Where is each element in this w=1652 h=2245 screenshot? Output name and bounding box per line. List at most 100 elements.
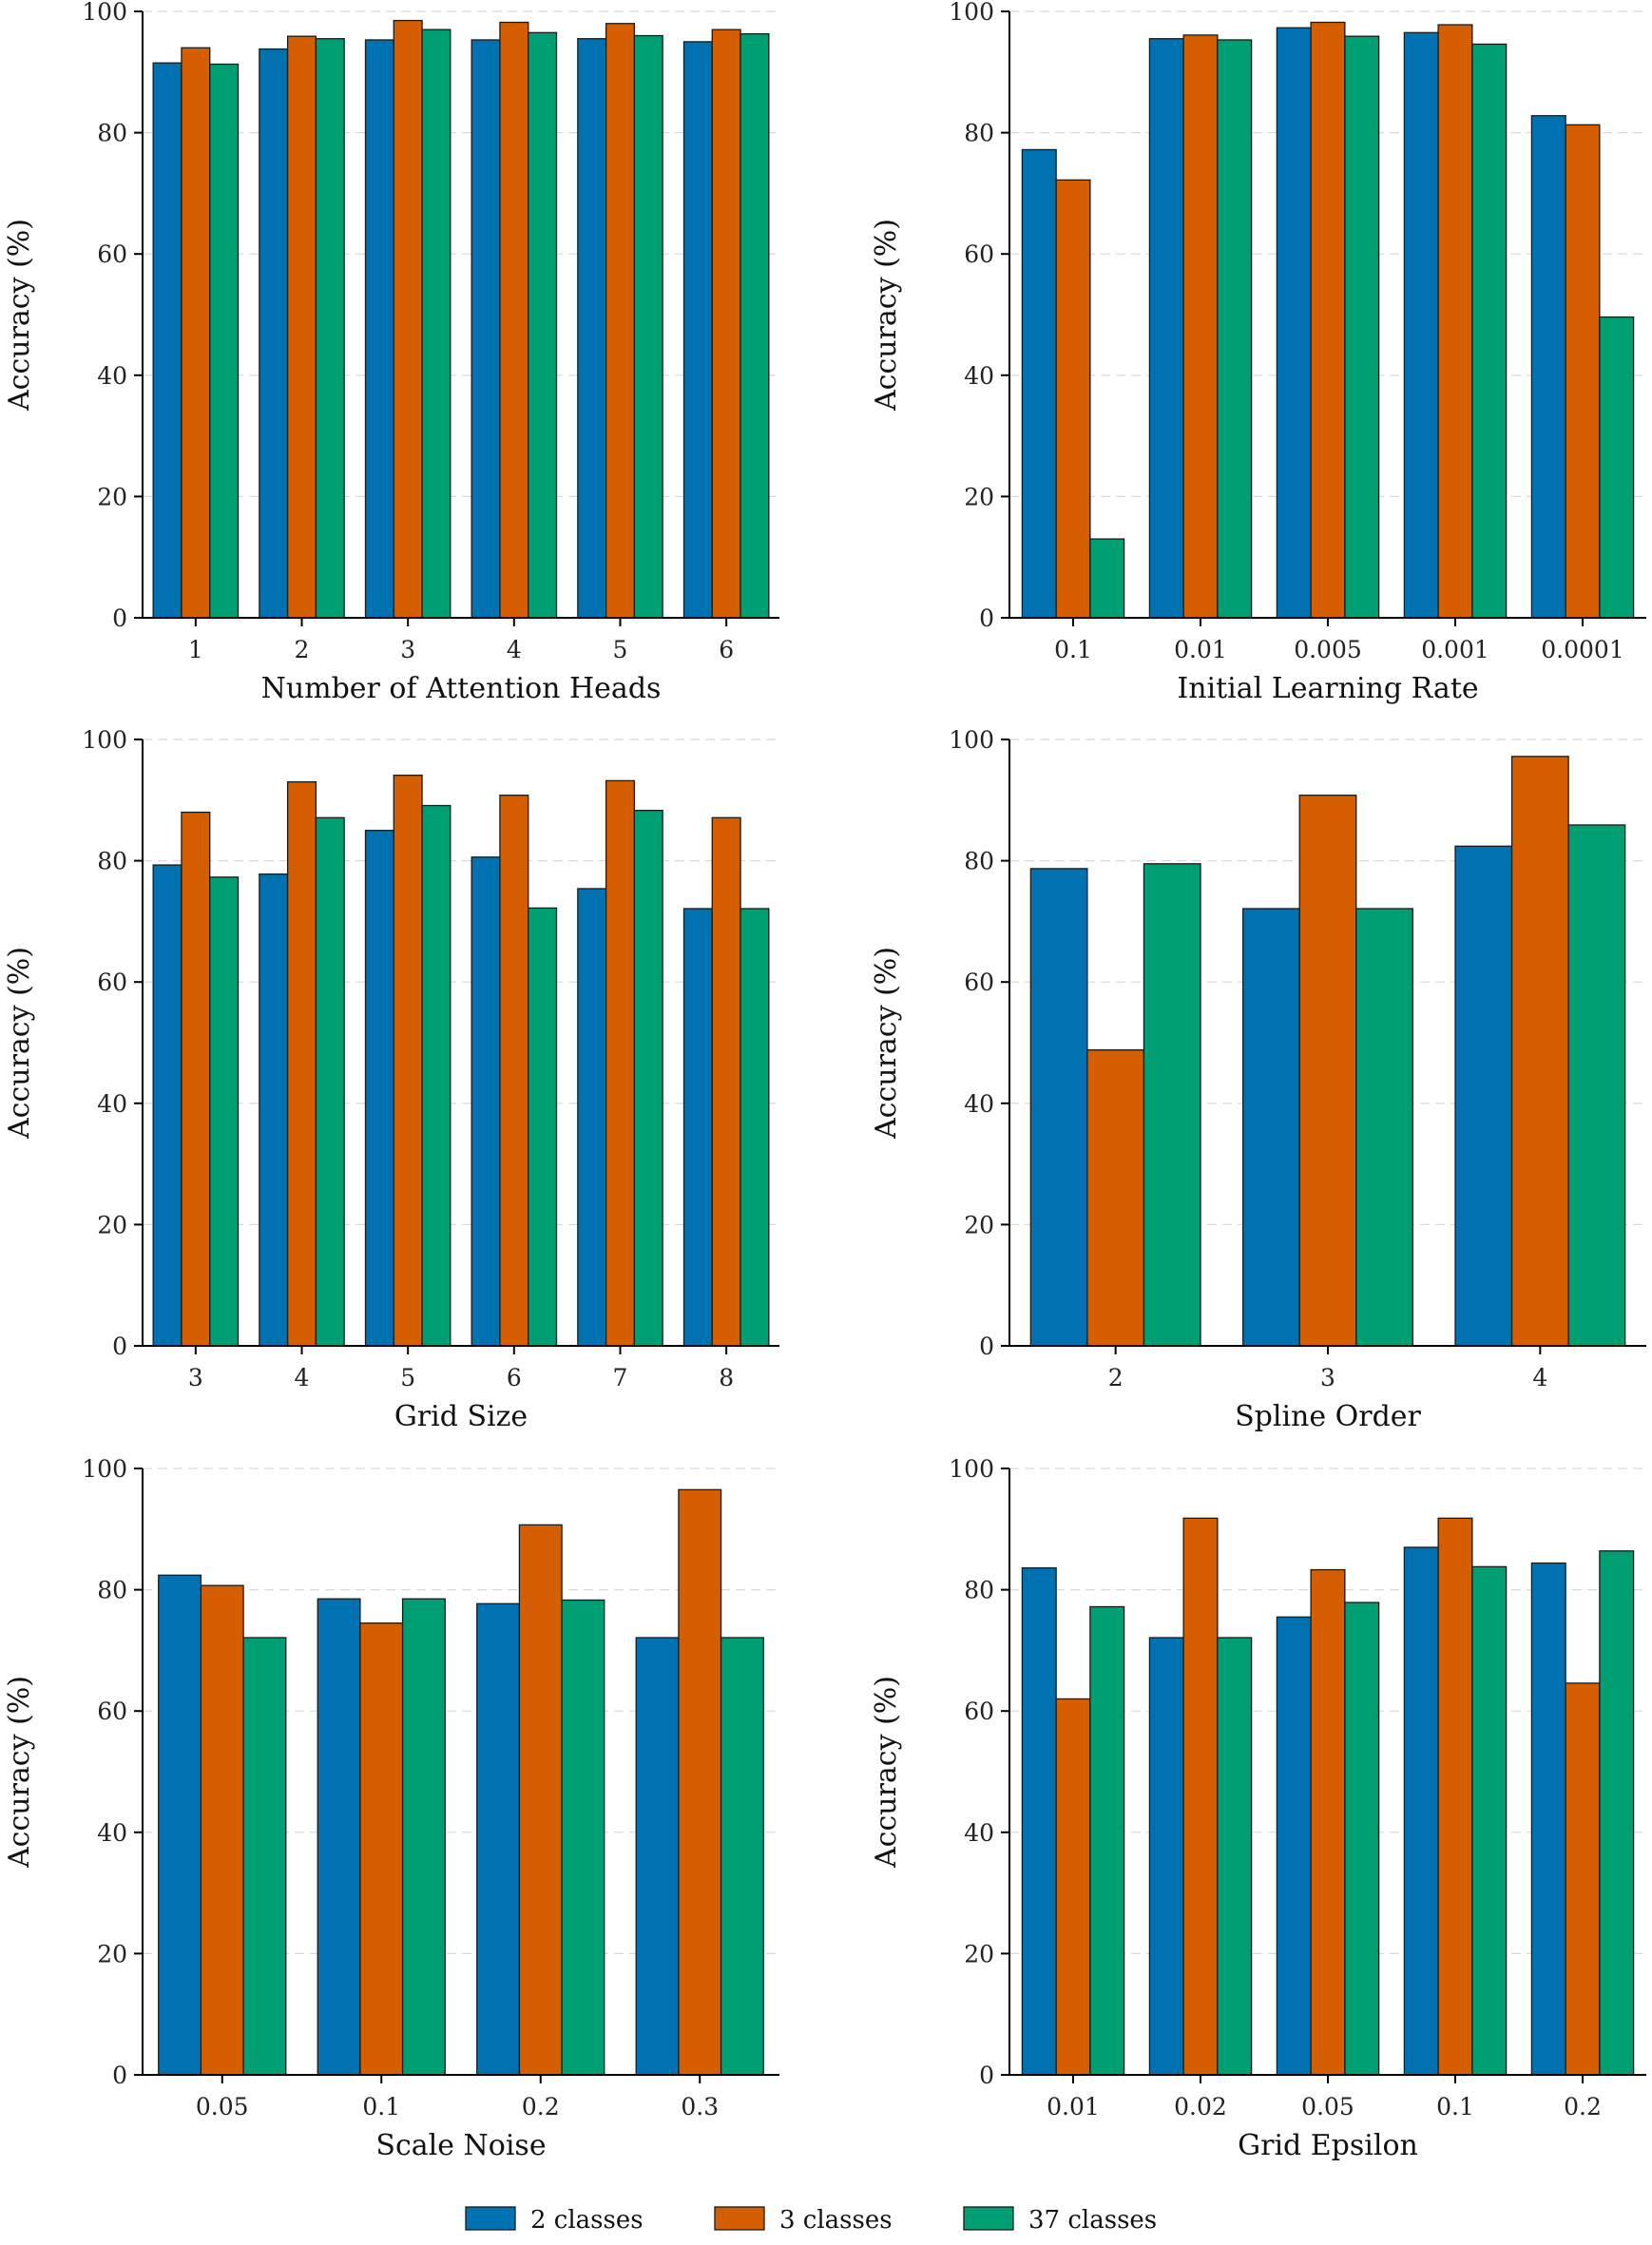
y-tick-label: 60 — [964, 240, 994, 268]
chart-panel-4: 0 20 40 60 80 100 2 3 4 Spline Order Accuracy (%) — [870, 726, 1646, 1433]
y-tick-label: 80 — [97, 1577, 127, 1604]
bar-3-classes-0.001 — [1437, 24, 1473, 619]
x-tick-label: 0.01 — [1047, 2093, 1100, 2120]
bar-2-classes-0.02 — [1148, 1637, 1184, 2076]
x-tick-label: 7 — [613, 1364, 628, 1391]
bar-2-classes-0.0001 — [1530, 115, 1566, 619]
bar-2-classes-0.001 — [1403, 31, 1439, 619]
bar-3-classes-1 — [181, 47, 211, 619]
x-tick-label: 0.001 — [1421, 636, 1489, 663]
bar-3-classes-0.02 — [1182, 1517, 1219, 2076]
legend-label: 3 classes — [779, 2206, 893, 2235]
x-axis-title: Number of Attention Heads — [261, 672, 662, 705]
bar-3-classes-6 — [499, 795, 529, 1347]
y-tick-label: 40 — [964, 1090, 994, 1118]
bar-2-classes-2 — [1029, 868, 1088, 1347]
bar-3-classes-0.2 — [518, 1524, 563, 2076]
y-tick-label: 60 — [964, 1698, 994, 1725]
bar-2-classes-8 — [682, 908, 713, 1347]
legend-item-3-classes: 3 classes — [714, 2206, 893, 2235]
bar-37-classes-4 — [528, 31, 558, 619]
bar-2-classes-4 — [471, 39, 501, 619]
y-tick-label: 20 — [964, 1211, 994, 1238]
bar-3-classes-0.01 — [1182, 34, 1219, 619]
bar-37-classes-0.001 — [1471, 43, 1508, 619]
bar-37-classes-7 — [633, 809, 663, 1347]
y-tick-label: 100 — [949, 726, 994, 754]
y-axis-title: Accuracy (%) — [870, 219, 903, 412]
x-tick-label: 0.05 — [196, 2093, 249, 2120]
chart-panel-2: 0 20 40 60 80 100 0.1 0.01 0.005 0.001 0.0001 Initi… — [870, 0, 1646, 705]
y-tick-label: 40 — [97, 362, 127, 390]
bar-2-classes-0.01 — [1021, 1566, 1057, 2076]
bar-3-classes-3 — [393, 19, 423, 619]
y-tick-label: 20 — [964, 1940, 994, 1967]
y-tick-label: 80 — [964, 1577, 994, 1604]
y-tick-label: 60 — [97, 240, 127, 268]
bar-3-classes-4 — [499, 21, 529, 619]
bar-3-classes-0.2 — [1565, 1682, 1601, 2076]
bar-3-classes-0.05 — [200, 1584, 244, 2076]
bar-37-classes-0.1 — [1089, 538, 1125, 619]
x-tick-label: 0.2 — [522, 2093, 560, 2120]
bar-37-classes-3 — [421, 29, 451, 619]
x-tick-label: 0.1 — [1054, 636, 1092, 663]
bar-37-classes-8 — [740, 908, 770, 1347]
x-axis-title: Spline Order — [1235, 1400, 1421, 1433]
bar-2-classes-0.1 — [1403, 1546, 1439, 2076]
x-tick-label: 5 — [400, 1364, 415, 1391]
x-tick-label: 0.1 — [362, 2093, 400, 2120]
y-tick-label: 80 — [964, 848, 994, 875]
legend-swatch — [963, 2206, 1014, 2231]
y-tick-label: 20 — [964, 483, 994, 510]
bar-2-classes-2 — [259, 48, 289, 619]
legend-label: 37 classes — [1028, 2206, 1157, 2235]
bar-37-classes-0.01 — [1217, 39, 1253, 619]
y-tick-label: 40 — [964, 1819, 994, 1847]
legend-item-2-classes: 2 classes — [465, 2206, 644, 2235]
bar-2-classes-6 — [471, 856, 501, 1347]
bar-2-classes-0.3 — [635, 1637, 680, 2076]
x-tick-label: 5 — [613, 636, 628, 663]
bar-3-classes-6 — [711, 29, 741, 619]
bar-3-classes-2 — [286, 35, 317, 619]
bar-37-classes-2 — [1143, 863, 1201, 1347]
x-tick-label: 3 — [400, 636, 415, 663]
y-tick-label: 0 — [112, 2062, 127, 2089]
bar-37-classes-5 — [633, 34, 663, 619]
bar-2-classes-0.1 — [1021, 148, 1057, 619]
x-tick-label: 1 — [188, 636, 203, 663]
bar-2-classes-0.01 — [1148, 38, 1184, 619]
bar-37-classes-6 — [740, 32, 770, 619]
bar-3-classes-3 — [181, 811, 211, 1347]
x-axis-title: Scale Noise — [375, 2129, 546, 2162]
chart-panel-6: 0 20 40 60 80 100 0.01 0.02 0.05 0.1 0.2 Grid Epsil… — [870, 1455, 1646, 2162]
bar-37-classes-2 — [315, 38, 345, 619]
legend-label: 2 classes — [530, 2206, 644, 2235]
x-tick-label: 6 — [719, 636, 734, 663]
x-tick-label: 0.0001 — [1541, 636, 1623, 663]
legend: 2 classes 3 classes 37 classes — [465, 2206, 1157, 2235]
y-tick-label: 0 — [979, 1333, 994, 1360]
bar-37-classes-1 — [209, 63, 240, 619]
legend-swatch — [714, 2206, 765, 2231]
bar-2-classes-3 — [152, 864, 182, 1347]
bar-2-classes-4 — [1454, 845, 1513, 1347]
x-tick-label: 0.005 — [1294, 636, 1362, 663]
bar-37-classes-0.3 — [720, 1637, 764, 2076]
y-axis-title: Accuracy (%) — [3, 219, 36, 412]
x-tick-label: 0.1 — [1436, 2093, 1474, 2120]
y-tick-label: 100 — [82, 1455, 127, 1483]
y-tick-label: 40 — [97, 1090, 127, 1118]
x-tick-label: 3 — [1320, 1364, 1335, 1391]
x-tick-label: 0.02 — [1174, 2093, 1227, 2120]
bar-37-classes-3 — [1355, 908, 1413, 1347]
bar-2-classes-1 — [152, 62, 182, 619]
bar-3-classes-0.3 — [678, 1488, 722, 2076]
y-tick-label: 0 — [979, 604, 994, 632]
bar-37-classes-3 — [209, 876, 240, 1347]
y-tick-label: 80 — [964, 120, 994, 147]
bar-2-classes-3 — [1242, 908, 1300, 1347]
bar-3-classes-7 — [605, 779, 636, 1347]
bar-3-classes-0.005 — [1310, 21, 1346, 619]
